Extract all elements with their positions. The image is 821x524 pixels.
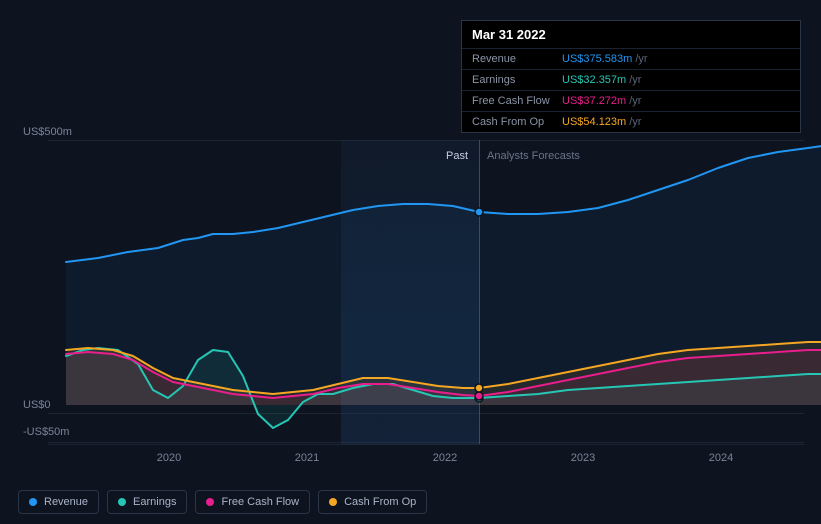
tooltip-label: Cash From Op (472, 116, 562, 128)
tooltip-unit: /yr (629, 95, 641, 107)
legend-item-cfo[interactable]: Cash From Op (318, 490, 427, 514)
tooltip-date: Mar 31 2022 (462, 21, 800, 48)
tooltip-row-revenue: Revenue US$375.583m /yr (462, 48, 800, 69)
tooltip-row-earnings: Earnings US$32.357m /yr (462, 69, 800, 90)
marker-fcf[interactable] (475, 392, 483, 400)
legend-item-earnings[interactable]: Earnings (107, 490, 187, 514)
marker-revenue[interactable] (475, 208, 483, 216)
tooltip-unit: /yr (635, 53, 647, 65)
tooltip-value: US$54.123m (562, 116, 626, 128)
legend-label: Earnings (133, 496, 176, 508)
legend-dot-icon (118, 498, 126, 506)
hover-tooltip: Mar 31 2022 Revenue US$375.583m /yr Earn… (461, 20, 801, 133)
tooltip-unit: /yr (629, 74, 641, 86)
tooltip-unit: /yr (629, 116, 641, 128)
tooltip-row-cfo: Cash From Op US$54.123m /yr (462, 111, 800, 132)
tooltip-label: Earnings (472, 74, 562, 86)
legend-dot-icon (206, 498, 214, 506)
legend-label: Revenue (44, 496, 88, 508)
legend-dot-icon (329, 498, 337, 506)
legend-item-revenue[interactable]: Revenue (18, 490, 99, 514)
tooltip-value: US$375.583m (562, 53, 632, 65)
legend-label: Free Cash Flow (221, 496, 299, 508)
legend-item-fcf[interactable]: Free Cash Flow (195, 490, 310, 514)
marker-cfo[interactable] (475, 384, 483, 392)
tooltip-row-fcf: Free Cash Flow US$37.272m /yr (462, 90, 800, 111)
legend-label: Cash From Op (344, 496, 416, 508)
legend: Revenue Earnings Free Cash Flow Cash Fro… (18, 490, 427, 514)
legend-dot-icon (29, 498, 37, 506)
tooltip-value: US$32.357m (562, 74, 626, 86)
tooltip-label: Revenue (472, 53, 562, 65)
tooltip-label: Free Cash Flow (472, 95, 562, 107)
tooltip-value: US$37.272m (562, 95, 626, 107)
